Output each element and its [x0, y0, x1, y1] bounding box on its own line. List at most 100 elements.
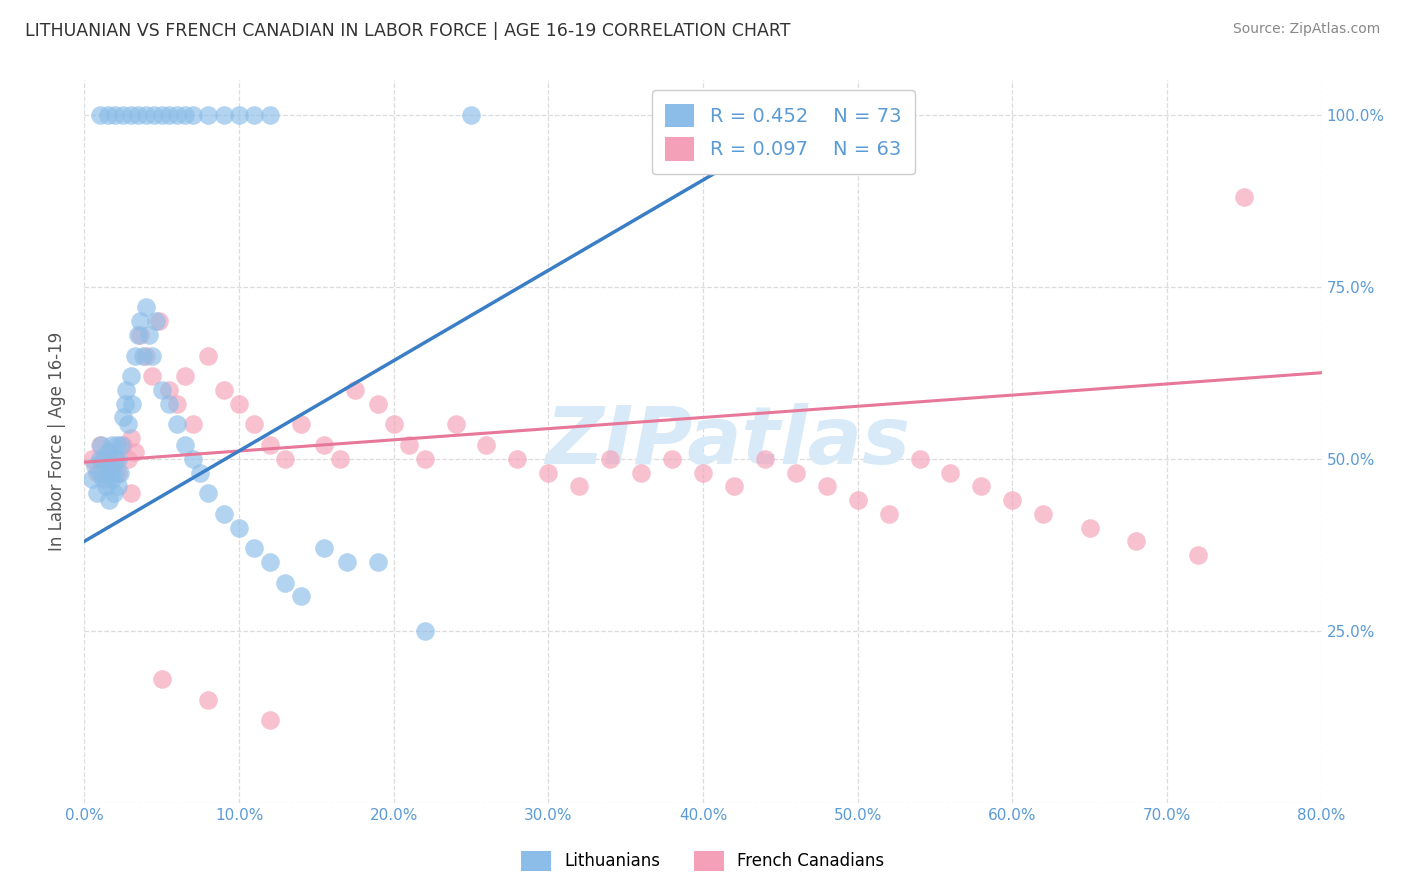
Point — [108, 466, 131, 480]
Point — [259, 108, 281, 122]
Point — [101, 472, 124, 486]
Legend: R = 0.452    N = 73, R = 0.097    N = 63: R = 0.452 N = 73, R = 0.097 N = 63 — [652, 90, 915, 175]
Point — [112, 410, 135, 425]
Point — [82, 451, 104, 466]
Point — [174, 108, 197, 122]
Point — [141, 369, 163, 384]
Point — [89, 466, 111, 480]
Point — [1032, 507, 1054, 521]
Point — [89, 108, 111, 122]
Point — [107, 479, 129, 493]
Point — [101, 438, 124, 452]
Point — [135, 301, 157, 315]
Point — [150, 108, 173, 122]
Point — [148, 314, 170, 328]
Point — [105, 438, 128, 452]
Point — [150, 672, 173, 686]
Text: Source: ZipAtlas.com: Source: ZipAtlas.com — [1233, 22, 1381, 37]
Point — [166, 108, 188, 122]
Point — [89, 451, 111, 466]
Point — [127, 108, 149, 122]
Point — [90, 438, 112, 452]
Point — [181, 417, 204, 432]
Point — [259, 555, 281, 569]
Point — [115, 383, 138, 397]
Point — [754, 451, 776, 466]
Point — [114, 397, 136, 411]
Point — [124, 349, 146, 363]
Text: ZIPatlas: ZIPatlas — [546, 402, 910, 481]
Point — [104, 108, 127, 122]
Point — [197, 349, 219, 363]
Point — [243, 417, 266, 432]
Legend: Lithuanians, French Canadians: Lithuanians, French Canadians — [513, 842, 893, 880]
Point — [89, 438, 111, 452]
Point — [1078, 520, 1101, 534]
Point — [212, 507, 235, 521]
Point — [970, 479, 993, 493]
Point — [86, 466, 108, 480]
Point — [150, 383, 173, 397]
Point — [96, 108, 118, 122]
Point — [328, 451, 352, 466]
Point — [103, 486, 125, 500]
Point — [290, 417, 312, 432]
Point — [312, 438, 335, 452]
Point — [181, 108, 204, 122]
Point — [174, 369, 197, 384]
Point — [290, 590, 312, 604]
Point — [94, 479, 117, 493]
Point — [141, 349, 163, 363]
Point — [135, 108, 157, 122]
Point — [117, 451, 139, 466]
Point — [661, 451, 683, 466]
Point — [1233, 190, 1256, 204]
Point — [274, 451, 297, 466]
Y-axis label: In Labor Force | Age 16-19: In Labor Force | Age 16-19 — [48, 332, 66, 551]
Point — [91, 472, 114, 486]
Point — [82, 472, 104, 486]
Point — [159, 397, 180, 411]
Point — [692, 466, 714, 480]
Point — [98, 445, 121, 459]
Point — [1187, 548, 1209, 562]
Point — [599, 451, 621, 466]
Point — [181, 451, 204, 466]
Point — [877, 507, 900, 521]
Point — [212, 108, 235, 122]
Point — [1001, 493, 1024, 508]
Point — [104, 466, 127, 480]
Point — [197, 692, 219, 706]
Point — [908, 451, 931, 466]
Point — [120, 108, 142, 122]
Point — [413, 451, 436, 466]
Point — [785, 466, 807, 480]
Point — [104, 451, 127, 466]
Point — [132, 349, 155, 363]
Point — [398, 438, 420, 452]
Point — [104, 451, 127, 466]
Point — [382, 417, 405, 432]
Point — [413, 624, 436, 638]
Point — [259, 438, 281, 452]
Point — [101, 458, 124, 473]
Point — [107, 466, 129, 480]
Point — [343, 383, 366, 397]
Point — [367, 397, 389, 411]
Point — [197, 108, 219, 122]
Point — [259, 713, 281, 727]
Point — [228, 108, 250, 122]
Point — [110, 438, 132, 452]
Point — [537, 466, 560, 480]
Point — [243, 108, 266, 122]
Point — [568, 479, 591, 493]
Point — [444, 417, 467, 432]
Point — [815, 479, 838, 493]
Point — [124, 445, 146, 459]
Point — [630, 466, 652, 480]
Point — [120, 486, 142, 500]
Point — [475, 438, 498, 452]
Point — [159, 383, 180, 397]
Point — [98, 493, 121, 508]
Point — [159, 108, 180, 122]
